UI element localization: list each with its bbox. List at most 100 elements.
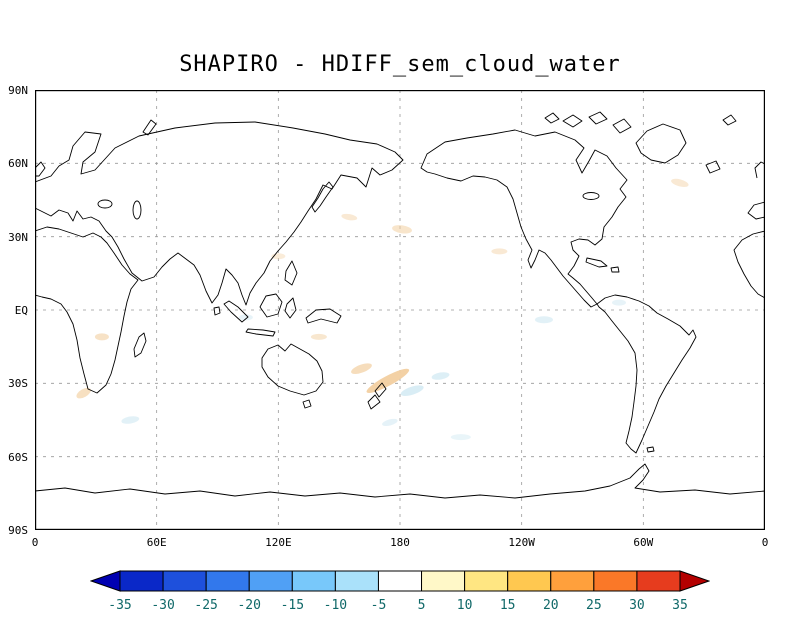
colorbar-segment xyxy=(377,570,423,592)
colorbar-left-arrow xyxy=(89,570,121,592)
coastline-philippines xyxy=(284,260,298,286)
colorbar-segment xyxy=(550,570,595,592)
coastline-west-africa-wrap xyxy=(733,230,765,299)
colorbar-tick-label: -35 xyxy=(108,598,131,613)
coastline-tasmania xyxy=(302,399,312,409)
black-sea xyxy=(97,199,113,209)
colorbar-segment xyxy=(593,570,638,592)
colorbar-tick-label: -15 xyxy=(281,598,304,613)
warm-anomaly-blob xyxy=(392,225,412,234)
colorbar-segment xyxy=(334,570,379,592)
cool-anomaly-blob xyxy=(431,372,450,380)
coastline-antarctica xyxy=(35,463,765,499)
colorbar-tick-label: 20 xyxy=(543,598,559,613)
coastline-nz-north xyxy=(374,382,387,398)
coastline-south-america xyxy=(596,294,697,454)
colorbar-tick-label: 5 xyxy=(418,598,426,613)
colorbar-tick-label: -25 xyxy=(194,598,217,613)
colorbar-tick-label: -30 xyxy=(151,598,174,613)
coastline-eurasia xyxy=(35,121,404,306)
cool-anomaly-blob xyxy=(450,434,471,441)
coastline-arctic-island-3 xyxy=(612,118,632,134)
coastline-sri-lanka xyxy=(213,306,221,316)
lat-tick-label: 90S xyxy=(8,524,28,537)
coastline-greenland xyxy=(635,123,687,164)
lat-tick-label: 90N xyxy=(8,84,28,97)
great-lakes xyxy=(582,192,600,200)
colorbar-tick-label: 35 xyxy=(672,598,688,613)
warm-anomaly-blob xyxy=(366,368,410,393)
coastline-arctic-island-1 xyxy=(562,114,583,128)
warm-anomaly-blob xyxy=(341,213,358,221)
lon-tick-label: 180 xyxy=(390,536,410,549)
caspian-sea xyxy=(132,200,142,220)
colorbar-svg: -35 -30 -25 -20 -15 -10 -5 5 10 15 20 25 30 35 xyxy=(89,570,711,613)
colorbar-tick-label: -5 xyxy=(371,598,387,613)
colorbar-tick-label: 30 xyxy=(629,598,645,613)
coastline-iberia-wrap xyxy=(747,201,765,220)
warm-anomaly-blob xyxy=(94,333,109,341)
colorbar-segment xyxy=(162,570,207,592)
coastline-australia xyxy=(261,343,324,396)
coastline-new-guinea xyxy=(305,308,342,324)
coastline-arctic-island-4 xyxy=(544,112,560,124)
coastline-java xyxy=(245,328,276,337)
lon-tick-label: 0 xyxy=(31,536,39,549)
coastline-north-america xyxy=(420,129,628,308)
latitude-axis-labels: 90N 60N 30N EQ 30S 60S 90S xyxy=(0,84,31,537)
longitude-axis-labels: 0 60E 120E 180 120W 60W 0 xyxy=(31,536,769,552)
colorbar-segment xyxy=(464,570,509,592)
lon-tick-label: 0 xyxy=(761,536,769,549)
warm-anomaly-blob xyxy=(671,178,689,187)
coastline-iceland xyxy=(705,160,721,174)
colorbar-segment xyxy=(205,570,250,592)
gridlines xyxy=(35,90,765,530)
colorbar-segment xyxy=(421,570,466,592)
colorbar-right-arrow xyxy=(679,570,711,592)
lat-tick-label: 30S xyxy=(8,377,28,391)
lat-tick-label: 30N xyxy=(8,230,28,244)
coastline-britain-left xyxy=(35,161,46,177)
coastline-africa xyxy=(35,226,139,394)
cool-anomaly-blob xyxy=(238,314,253,321)
warm-anomaly-blob xyxy=(310,333,327,340)
coastline-japan xyxy=(311,181,334,213)
world-map xyxy=(35,90,765,530)
colorbar-tick-label: -10 xyxy=(324,598,347,613)
colorbar-segment xyxy=(291,570,336,592)
map-svg xyxy=(35,90,765,530)
colorbar-tick-label: 25 xyxy=(586,598,602,613)
warm-anomaly-blob xyxy=(76,387,91,399)
coastline-novaya-zemlya xyxy=(142,119,157,136)
lon-tick-label: 120W xyxy=(508,536,535,549)
lat-tick-label: 60N xyxy=(8,157,28,171)
coastline-falklands xyxy=(646,446,655,453)
lon-tick-label: 60E xyxy=(146,536,167,549)
colorbar: -35 -30 -25 -20 -15 -10 -5 5 10 15 20 25 30 35 xyxy=(89,570,711,614)
colorbar-tick-label: -20 xyxy=(237,598,260,613)
lon-tick-label: 120E xyxy=(265,536,292,549)
cool-anomaly-blob xyxy=(382,418,398,427)
anomaly-shading-layer xyxy=(76,178,689,441)
coastline-sulawesi xyxy=(284,297,297,319)
lon-tick-label: 60W xyxy=(633,536,654,549)
colorbar-segment xyxy=(248,570,293,592)
coastline-hispaniola xyxy=(610,266,620,273)
coastline-madagascar xyxy=(133,332,147,358)
coastline-borneo xyxy=(259,293,283,318)
coastlines xyxy=(35,111,765,499)
cool-anomaly-blob xyxy=(612,299,626,306)
coastline-sumatra xyxy=(223,300,249,323)
cool-anomaly-blob xyxy=(534,316,553,324)
colorbar-segment xyxy=(119,570,164,592)
coastline-nz-south xyxy=(367,394,381,410)
coastline-arctic-island-2 xyxy=(588,111,608,125)
colorbar-segment xyxy=(636,570,681,592)
coastline-svalbard xyxy=(722,114,737,126)
lat-tick-label: 60S xyxy=(8,450,28,464)
cool-anomaly-blob xyxy=(400,385,424,396)
map-frame xyxy=(35,90,765,530)
colorbar-tick-label: 10 xyxy=(457,598,473,613)
warm-anomaly-blob xyxy=(491,248,508,255)
